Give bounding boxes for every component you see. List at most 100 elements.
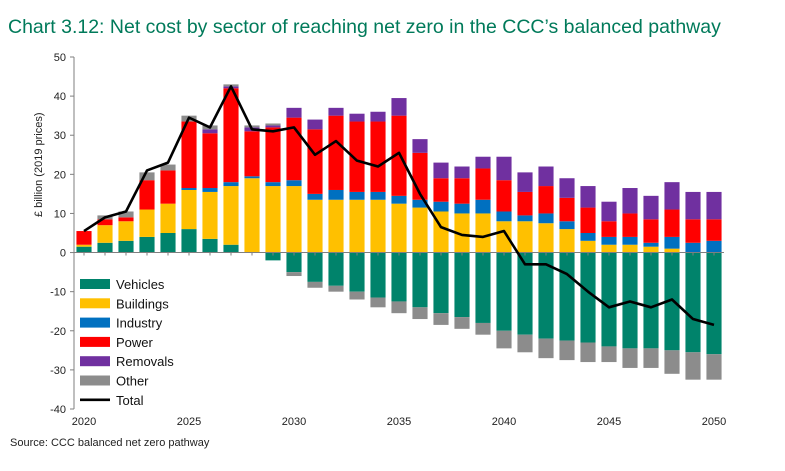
legend-swatch-vehicles — [80, 279, 110, 289]
bar-vehicles-2036 — [412, 252, 428, 308]
bar-removals-2050 — [706, 191, 722, 220]
bar-vehicles-2026 — [202, 238, 218, 253]
bar-power-2033 — [349, 121, 365, 192]
bar-other-2046 — [622, 348, 638, 368]
bar-other-2035 — [391, 301, 407, 314]
y-tick-label: -10 — [50, 287, 66, 299]
legend-swatch-power — [80, 336, 110, 347]
bar-other-2037 — [433, 313, 449, 325]
bar-industry-2049 — [685, 242, 701, 253]
bar-other-2036 — [412, 307, 428, 320]
bar-power-2037 — [433, 178, 449, 202]
bar-industry-2032 — [328, 189, 344, 200]
bar-other-2030 — [286, 272, 302, 277]
bar-buildings-2040 — [496, 221, 512, 253]
bar-buildings-2043 — [559, 229, 575, 253]
bar-other-2039 — [475, 322, 491, 335]
legend-swatch-removals — [80, 356, 110, 367]
legend-swatch-other — [80, 375, 110, 386]
y-axis-title: £ billion (2019 prices) — [33, 112, 45, 217]
bar-vehicles-2049 — [685, 252, 701, 353]
bar-vehicles-2034 — [370, 252, 386, 298]
bar-power-2041 — [517, 191, 533, 216]
bar-removals-2038 — [454, 166, 470, 179]
bar-removals-2037 — [433, 162, 449, 179]
chart-source: Source: CCC balanced net zero pathway — [10, 437, 210, 449]
bar-power-2039 — [475, 168, 491, 200]
x-tick-label: 2030 — [282, 416, 306, 428]
bar-industry-2045 — [601, 236, 617, 245]
bar-removals-2048 — [664, 182, 680, 210]
total-line-layer — [83, 85, 715, 327]
chart-title: Chart 3.12: Net cost by sector of reachi… — [8, 16, 721, 38]
bar-buildings-2042 — [538, 223, 554, 253]
bar-other-2050 — [706, 354, 722, 380]
bar-other-2033 — [349, 291, 365, 300]
bar-other-2041 — [517, 334, 533, 353]
bar-power-2034 — [370, 121, 386, 192]
bar-power-2021 — [97, 219, 113, 226]
y-tick-label: 10 — [54, 208, 66, 220]
bar-industry-2048 — [664, 236, 680, 249]
x-tick-label: 2025 — [177, 416, 201, 428]
bar-vehicles-2032 — [328, 252, 344, 286]
bar-buildings-2046 — [622, 244, 638, 253]
legend-label-power: Power — [116, 335, 154, 350]
bar-industry-2030 — [286, 180, 302, 187]
bar-buildings-2029 — [265, 186, 281, 253]
bar-removals-2032 — [328, 107, 344, 116]
bar-removals-2031 — [307, 119, 323, 130]
y-tick-label: 40 — [54, 91, 66, 103]
bar-removals-2039 — [475, 156, 491, 169]
bar-buildings-2038 — [454, 213, 470, 253]
bar-removals-2033 — [349, 113, 365, 122]
bar-power-2038 — [454, 178, 470, 204]
legend-swatch-buildings — [80, 298, 110, 309]
bar-removals-2036 — [412, 139, 428, 153]
bar-buildings-2044 — [580, 240, 596, 253]
y-tick-label: 20 — [54, 169, 66, 181]
bar-buildings-2028 — [244, 178, 260, 253]
bar-power-2043 — [559, 197, 575, 222]
bar-power-2046 — [622, 213, 638, 237]
bar-vehicles-2030 — [286, 252, 302, 273]
bar-industry-2041 — [517, 215, 533, 222]
bar-industry-2027 — [223, 182, 239, 187]
bar-industry-2038 — [454, 203, 470, 214]
bar-buildings-2030 — [286, 186, 302, 253]
bar-buildings-2026 — [202, 191, 218, 239]
legend-label-vehicles: Vehicles — [116, 277, 165, 292]
bar-other-2038 — [454, 317, 470, 329]
bar-industry-2037 — [433, 201, 449, 212]
bar-power-2026 — [202, 133, 218, 189]
bar-power-2027 — [223, 88, 239, 183]
bar-industry-2036 — [412, 199, 428, 208]
bar-vehicles-2038 — [454, 252, 470, 318]
bar-removals-2029 — [265, 125, 281, 128]
bar-industry-2026 — [202, 188, 218, 192]
bar-industry-2040 — [496, 211, 512, 222]
bar-vehicles-2044 — [580, 252, 596, 343]
bar-buildings-2033 — [349, 199, 365, 253]
bar-other-2024 — [160, 164, 176, 171]
legend-label-buildings: Buildings — [116, 296, 169, 311]
bar-power-2028 — [244, 131, 260, 177]
bar-other-2040 — [496, 330, 512, 349]
bar-buildings-2027 — [223, 186, 239, 245]
x-tick-label: 2040 — [492, 416, 516, 428]
bar-other-2047 — [643, 348, 659, 368]
bar-buildings-2024 — [160, 203, 176, 233]
bar-buildings-2021 — [97, 225, 113, 243]
bar-vehicles-2035 — [391, 252, 407, 302]
bar-removals-2047 — [643, 195, 659, 220]
bar-other-2023 — [139, 172, 155, 181]
bar-vehicles-2047 — [643, 252, 659, 349]
bar-other-2042 — [538, 338, 554, 359]
bar-vehicles-2025 — [181, 229, 197, 253]
bar-vehicles-2042 — [538, 252, 554, 339]
bar-vehicles-2040 — [496, 252, 512, 331]
x-tick-label: 2050 — [702, 416, 726, 428]
bar-other-2031 — [307, 281, 323, 288]
